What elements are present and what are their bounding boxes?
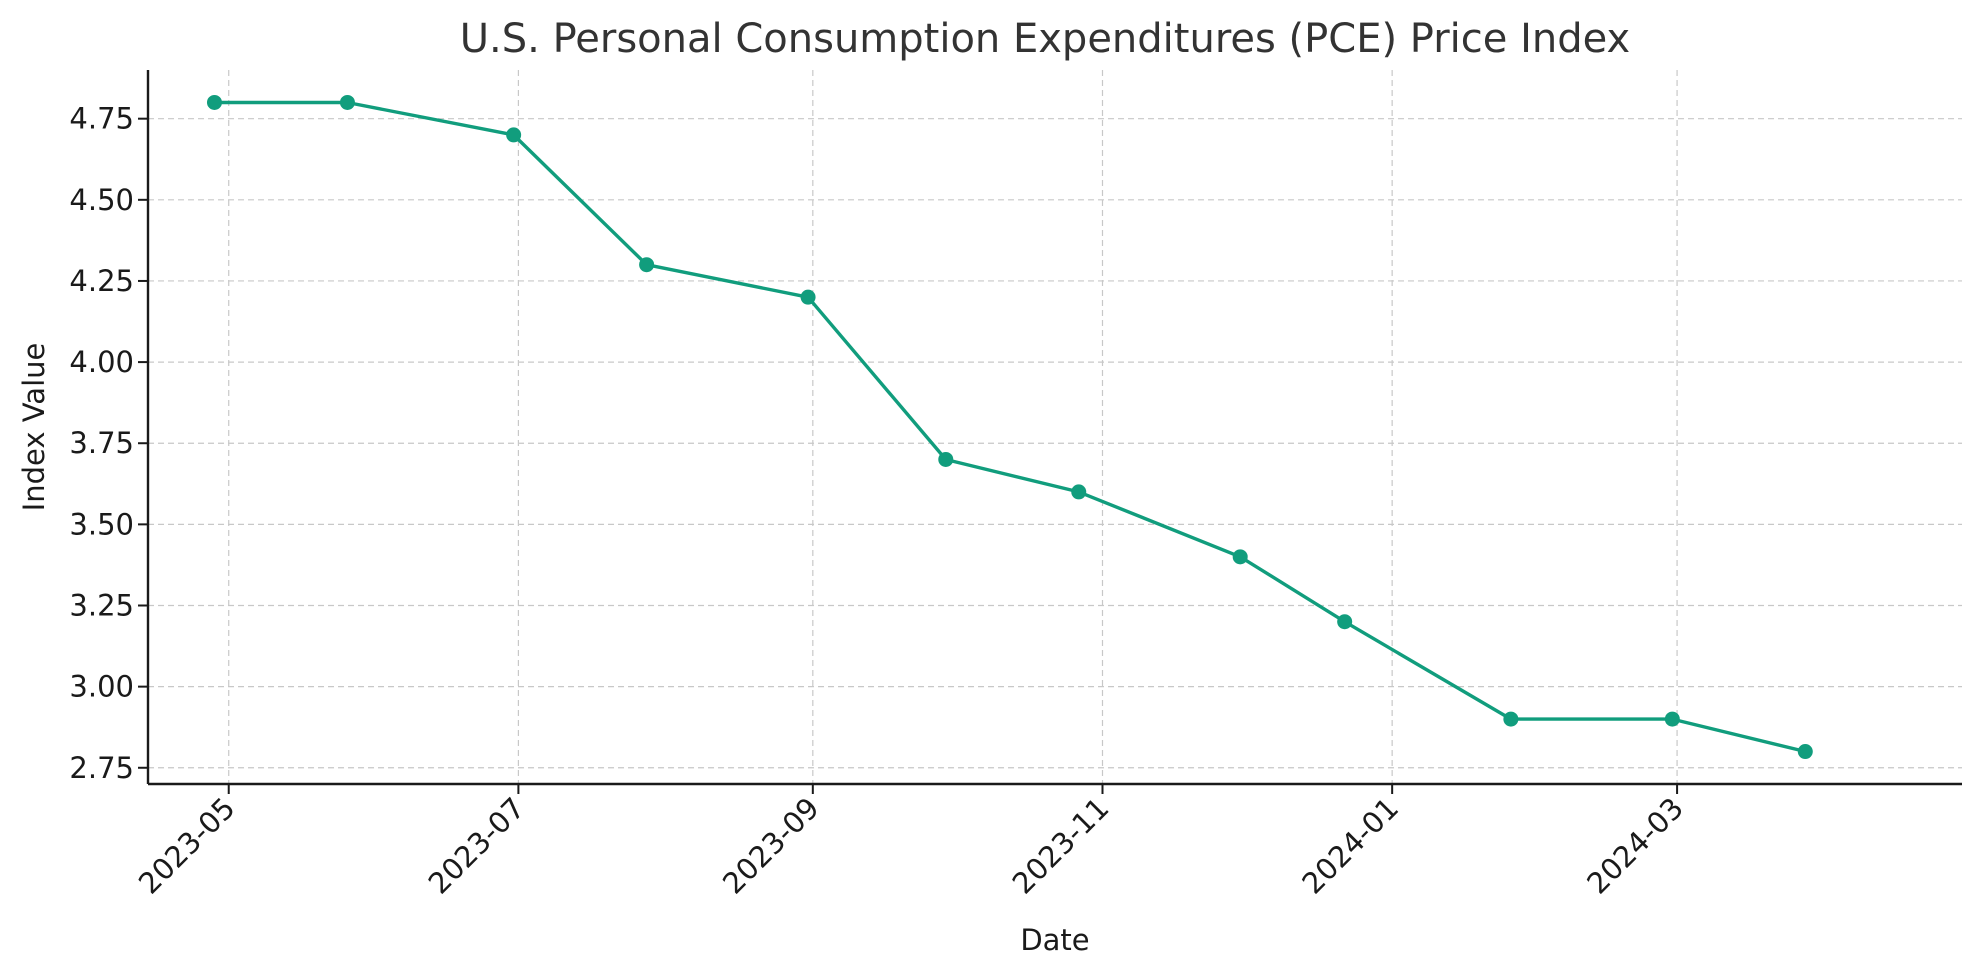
x-tick-label: 2024-01 [1295, 791, 1405, 901]
data-point [1503, 711, 1519, 727]
y-tick-label: 3.00 [69, 670, 134, 704]
data-point [800, 289, 816, 305]
data-point [1797, 744, 1813, 760]
x-tick-label: 2024-03 [1580, 791, 1690, 901]
y-axis-label: Index Value [17, 343, 51, 512]
x-tick-label: 2023-05 [132, 791, 242, 901]
y-ticks: 2.75 3.00 3.25 3.50 3.75 4.00 4.25 4.50 4.75 [69, 102, 148, 785]
data-point [1071, 484, 1087, 500]
x-ticks: 2023-05 2023-07 2023-09 2023-11 2024-01 2024-… [132, 784, 1690, 901]
axes [146, 70, 1962, 786]
data-point [506, 127, 522, 143]
series-line [214, 100, 1806, 754]
y-tick-label: 4.50 [69, 183, 134, 217]
series-layer [206, 94, 1813, 760]
data-point [639, 257, 655, 273]
data-point [206, 94, 222, 110]
x-axis-label: Date [1020, 923, 1089, 957]
data-point [1337, 614, 1353, 630]
y-tick-label: 3.50 [69, 507, 134, 541]
y-tick-label: 3.75 [69, 426, 134, 460]
data-point [339, 94, 355, 110]
data-point [1664, 711, 1680, 727]
grid-lines [148, 70, 1962, 784]
chart-title: U.S. Personal Consumption Expenditures (… [460, 16, 1630, 62]
y-tick-label: 4.25 [69, 264, 134, 298]
x-tick-label: 2023-07 [422, 791, 532, 901]
x-tick-label: 2023-11 [1006, 791, 1116, 901]
x-tick-label: 2023-09 [716, 791, 826, 901]
y-tick-label: 4.75 [69, 102, 134, 136]
data-point [938, 451, 954, 467]
y-tick-label: 4.00 [69, 345, 134, 379]
data-point [1232, 549, 1248, 565]
y-tick-label: 2.75 [69, 751, 134, 785]
y-tick-label: 3.25 [69, 589, 134, 623]
